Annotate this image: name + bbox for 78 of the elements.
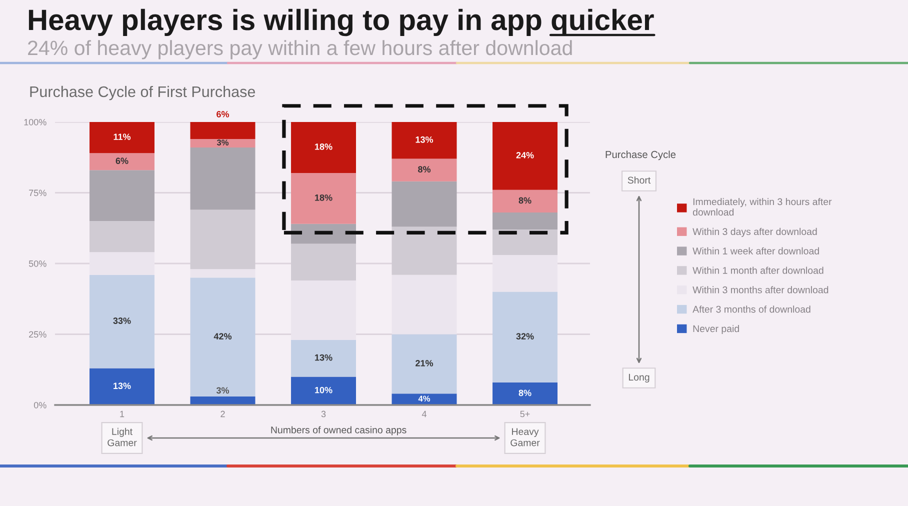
data-label: 18% bbox=[315, 194, 332, 201]
data-label: 21% bbox=[416, 360, 434, 366]
bar bbox=[392, 334, 457, 394]
text: Heavy Gamer bbox=[510, 428, 540, 446]
bar bbox=[90, 274, 154, 368]
data-label: 3% bbox=[216, 140, 229, 146]
bar bbox=[291, 340, 356, 377]
x-tick-label: 3 bbox=[321, 410, 326, 418]
text: Purchase Cycle of First Purchase bbox=[30, 86, 256, 100]
bar bbox=[492, 190, 558, 213]
x-tick-label: 4 bbox=[422, 410, 427, 418]
bar bbox=[190, 147, 256, 210]
bar bbox=[190, 138, 256, 148]
bar bbox=[90, 368, 154, 405]
data-label: 11% bbox=[114, 134, 131, 140]
text: Short bbox=[628, 176, 651, 184]
bar bbox=[492, 230, 558, 256]
x-axis-title: Numbers of owned casino apps bbox=[271, 426, 406, 436]
data-label: 8% bbox=[418, 166, 431, 173]
x-tick-label: 2 bbox=[220, 410, 225, 418]
chart-subtitle: 24% of heavy players pay within a few hours after download bbox=[28, 40, 572, 60]
bar bbox=[392, 122, 457, 159]
data-label: 10% bbox=[315, 386, 332, 394]
bar bbox=[492, 122, 558, 190]
data-label: 6% bbox=[116, 158, 128, 164]
legend-label: Within 1 month after download bbox=[692, 266, 824, 274]
bar bbox=[190, 278, 256, 397]
text: Light Gamer bbox=[108, 428, 137, 446]
bar bbox=[492, 292, 558, 382]
bar bbox=[392, 274, 457, 334]
bar bbox=[190, 210, 256, 270]
bar bbox=[90, 221, 154, 252]
bar bbox=[90, 170, 154, 222]
legend-label: Within 3 months after download bbox=[692, 286, 828, 294]
bar bbox=[392, 181, 457, 227]
data-label: 6% bbox=[216, 110, 230, 118]
data-label: 13% bbox=[315, 354, 332, 361]
y-tick-label: 50% bbox=[28, 260, 46, 267]
bar bbox=[392, 158, 457, 182]
data-label: 33% bbox=[113, 318, 131, 324]
bar bbox=[492, 212, 558, 230]
bar bbox=[492, 255, 558, 292]
data-label: 8% bbox=[518, 197, 532, 204]
bar bbox=[190, 269, 256, 278]
bar bbox=[291, 376, 356, 405]
legend-label: Within 3 days after download bbox=[692, 228, 817, 237]
legend-label: Never paid bbox=[693, 324, 739, 334]
data-label: 4% bbox=[418, 396, 430, 402]
data-label: 32% bbox=[516, 333, 534, 340]
bar bbox=[291, 122, 356, 173]
data-label: 42% bbox=[214, 333, 232, 340]
legend-title: Purchase Cycle bbox=[606, 150, 676, 160]
data-label: 18% bbox=[315, 144, 332, 150]
bar bbox=[392, 226, 457, 275]
x-tick-label: 5+ bbox=[520, 410, 530, 418]
bar bbox=[291, 280, 356, 340]
bar bbox=[90, 153, 154, 170]
data-label: 13% bbox=[114, 382, 131, 390]
data-label: 24% bbox=[516, 152, 534, 158]
y-tick-label: 0% bbox=[34, 402, 46, 408]
x-tick-label: 1 bbox=[120, 410, 124, 418]
data-label: 13% bbox=[416, 136, 434, 143]
text: Long bbox=[628, 374, 650, 383]
bar bbox=[492, 382, 558, 405]
bar bbox=[291, 172, 356, 224]
bar bbox=[90, 122, 154, 154]
data-label: 8% bbox=[518, 390, 532, 396]
y-tick-label: 25% bbox=[29, 331, 46, 338]
y-tick-label: 100% bbox=[24, 118, 46, 126]
legend-label: After 3 months of download bbox=[692, 306, 810, 313]
bar bbox=[90, 252, 154, 275]
data-label: 3% bbox=[216, 387, 230, 394]
chart-title: Heavy players is willing to pay in app quicker bbox=[28, 8, 654, 36]
bar bbox=[291, 244, 356, 280]
legend-label: Within 1 week after download bbox=[692, 247, 819, 254]
bar bbox=[190, 122, 256, 139]
legend-label: Immediately, within 3 hours after download bbox=[692, 198, 832, 216]
y-tick-label: 75% bbox=[29, 190, 46, 196]
